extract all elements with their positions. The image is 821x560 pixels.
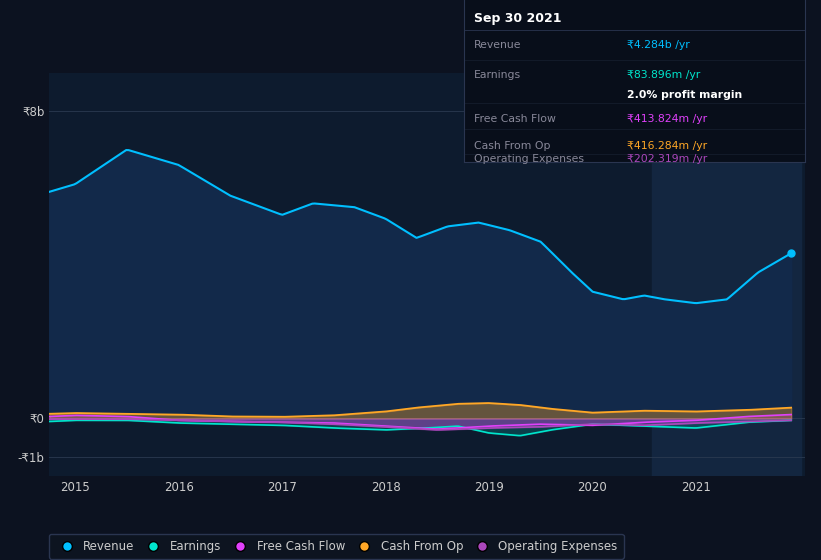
Text: 2.0% profit margin: 2.0% profit margin [627, 90, 743, 100]
Text: ₹83.896m /yr: ₹83.896m /yr [627, 70, 700, 80]
Legend: Revenue, Earnings, Free Cash Flow, Cash From Op, Operating Expenses: Revenue, Earnings, Free Cash Flow, Cash … [49, 534, 624, 559]
Bar [653, 73, 801, 476]
Text: Sep 30 2021: Sep 30 2021 [474, 12, 562, 25]
Text: Cash From Op: Cash From Op [474, 141, 551, 151]
Text: ₹416.284m /yr: ₹416.284m /yr [627, 141, 708, 151]
Text: ₹4.284b /yr: ₹4.284b /yr [627, 40, 690, 50]
Text: Earnings: Earnings [474, 70, 521, 80]
Text: Operating Expenses: Operating Expenses [474, 154, 584, 164]
Text: Free Cash Flow: Free Cash Flow [474, 114, 556, 124]
Text: ₹413.824m /yr: ₹413.824m /yr [627, 114, 708, 124]
Text: ₹202.319m /yr: ₹202.319m /yr [627, 154, 708, 164]
Text: Revenue: Revenue [474, 40, 521, 50]
